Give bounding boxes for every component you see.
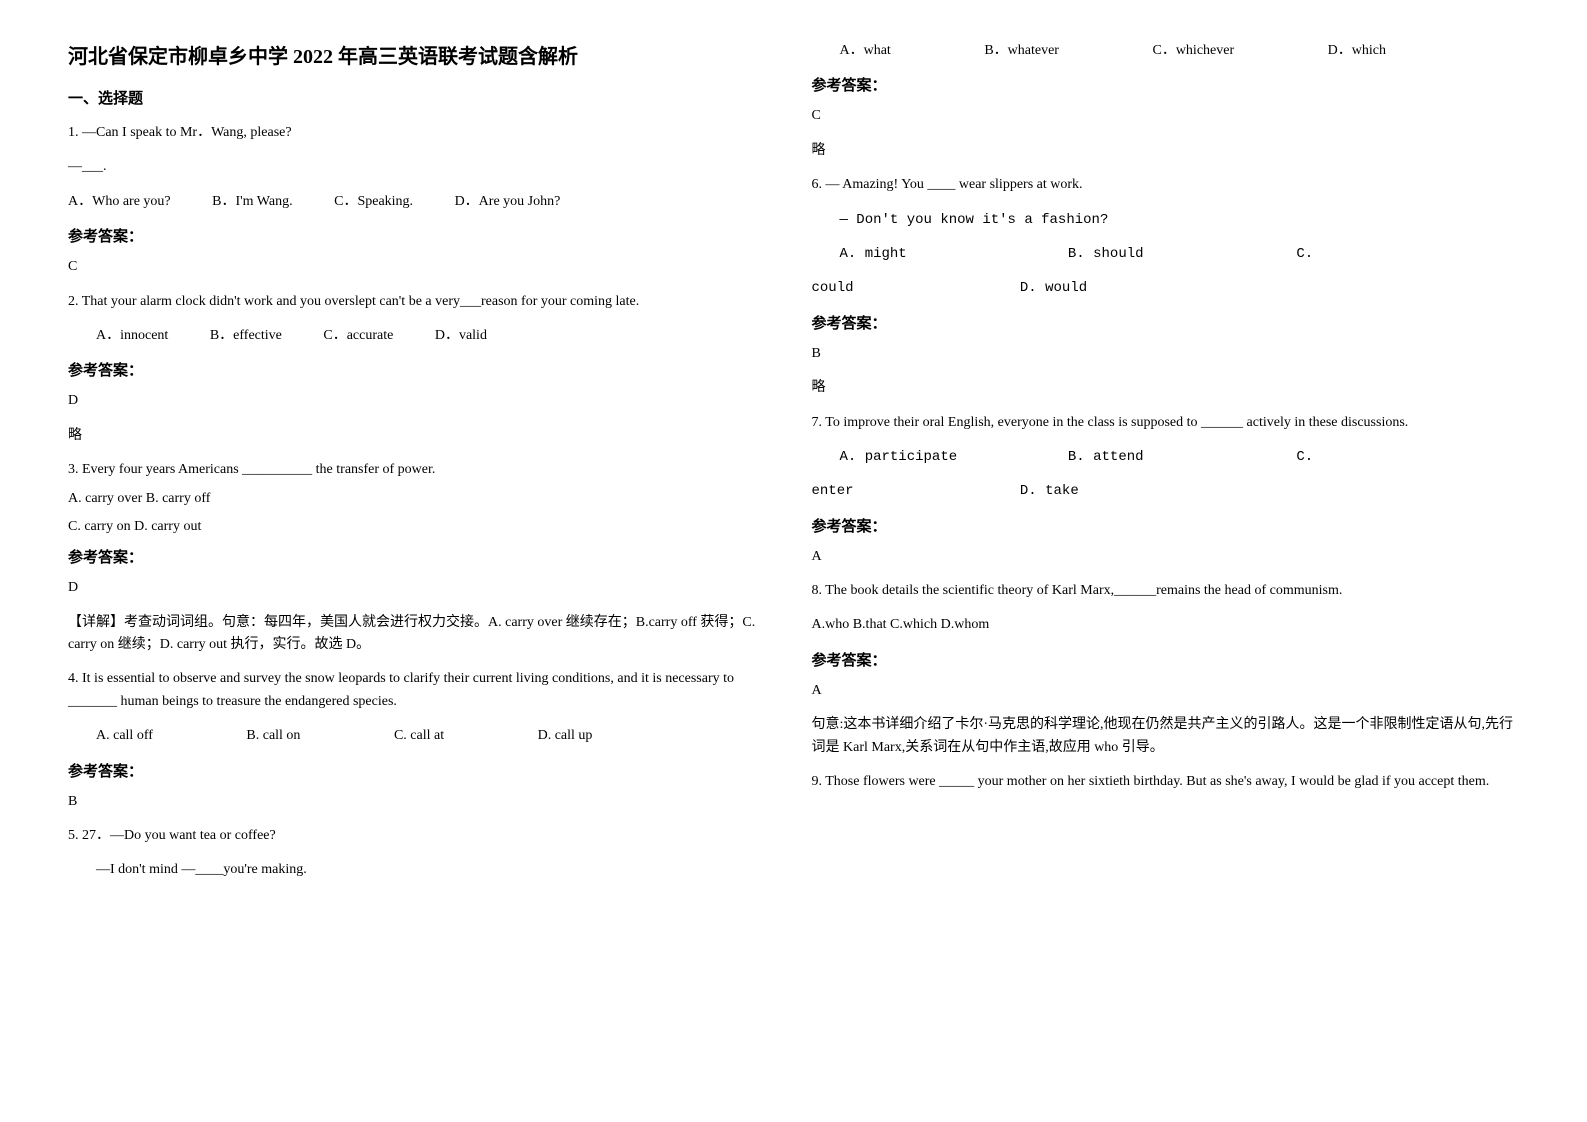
- q1-opt-a: A．Who are you?: [68, 191, 171, 213]
- q2-opt-d: D．valid: [435, 325, 487, 347]
- q8-explanation: 句意:这本书详细介绍了卡尔·马克思的科学理论,他现在仍然是共产主义的引路人。这是…: [812, 714, 1520, 759]
- q1-opt-b: B．I'm Wang.: [212, 191, 292, 213]
- answer-label: 参考答案：: [68, 760, 776, 781]
- q2-omit: 略: [68, 425, 776, 447]
- q4-stem: 4. It is essential to observe and survey…: [68, 668, 776, 713]
- q3-explanation: 【详解】考查动词词组。句意：每四年，美国人就会进行权力交接。A. carry o…: [68, 612, 776, 657]
- answer-label: 参考答案：: [812, 515, 1520, 536]
- q9-stem: 9. Those flowers were _____ your mother …: [812, 771, 1520, 793]
- q6-opt-d: D. would: [1020, 280, 1087, 296]
- q5-omit: 略: [812, 140, 1520, 162]
- q1-stem: 1. —Can I speak to Mr．Wang, please?: [68, 122, 776, 144]
- section-heading: 一、选择题: [68, 87, 776, 108]
- q2-options: A．innocent B．effective C．accurate D．vali…: [68, 325, 776, 347]
- q7-opt-b: B. attend: [1068, 446, 1288, 468]
- answer-label: 参考答案：: [68, 359, 776, 380]
- q5-options: A．what B．whatever C．whichever D．which: [812, 40, 1520, 62]
- q6-opt-b: B. should: [1068, 243, 1288, 265]
- q6-opt-c: could: [812, 277, 1012, 299]
- q2-opt-b: B．effective: [210, 325, 282, 347]
- q7-options-2: enter D. take: [812, 480, 1520, 502]
- q6-answer: B: [812, 343, 1520, 365]
- q4-opt-b: B. call on: [246, 725, 300, 747]
- q5-opt-b: B．whatever: [984, 40, 1059, 62]
- q6-stem: 6. — Amazing! You ____ wear slippers at …: [812, 174, 1520, 196]
- answer-label: 参考答案：: [812, 74, 1520, 95]
- q6-options: A. might B. should C.: [812, 243, 1520, 265]
- doc-title: 河北省保定市柳卓乡中学 2022 年高三英语联考试题含解析: [68, 40, 776, 69]
- q6-options-2: could D. would: [812, 277, 1520, 299]
- q3-opts-2: C. carry on D. carry out: [68, 516, 776, 538]
- answer-label: 参考答案：: [68, 546, 776, 567]
- q5-cont: —I don't mind —____you're making.: [68, 859, 776, 881]
- q7-opt-c-label: C.: [1296, 449, 1313, 465]
- q6-cont: — Don't you know it's a fashion?: [812, 209, 1520, 231]
- q2-opt-a: A．innocent: [96, 325, 168, 347]
- q5-opt-a: A．what: [840, 40, 891, 62]
- q7-options: A. participate B. attend C.: [812, 446, 1520, 468]
- q4-answer: B: [68, 791, 776, 813]
- q2-opt-c: C．accurate: [323, 325, 393, 347]
- q7-answer: A: [812, 546, 1520, 568]
- answer-label: 参考答案：: [812, 649, 1520, 670]
- q1-answer: C: [68, 256, 776, 278]
- q3-stem: 3. Every four years Americans __________…: [68, 459, 776, 481]
- q7-opt-d: D. take: [1020, 483, 1079, 499]
- q4-opt-d: D. call up: [538, 725, 593, 747]
- q7-stem: 7. To improve their oral English, everyo…: [812, 412, 1520, 434]
- q1-opt-c: C．Speaking.: [334, 191, 413, 213]
- q2-stem: 2. That your alarm clock didn't work and…: [68, 291, 776, 313]
- q6-omit: 略: [812, 377, 1520, 399]
- q5-opt-c: C．whichever: [1152, 40, 1234, 62]
- q5-answer: C: [812, 105, 1520, 127]
- q7-opt-c: enter: [812, 480, 1012, 502]
- q6-opt-c-label: C.: [1296, 246, 1313, 262]
- q4-opt-c: C. call at: [394, 725, 444, 747]
- q3-answer: D: [68, 577, 776, 599]
- q4-opt-a: A. call off: [96, 725, 153, 747]
- q6-opt-a: A. might: [840, 243, 1060, 265]
- q4-options: A. call off B. call on C. call at D. cal…: [68, 725, 776, 747]
- q7-opt-a: A. participate: [840, 446, 1060, 468]
- answer-label: 参考答案：: [68, 225, 776, 246]
- left-column: 河北省保定市柳卓乡中学 2022 年高三英语联考试题含解析 一、选择题 1. —…: [50, 40, 794, 1082]
- answer-label: 参考答案：: [812, 312, 1520, 333]
- q1-opt-d: D．Are you John?: [455, 191, 561, 213]
- q5-stem: 5. 27．—Do you want tea or coffee?: [68, 825, 776, 847]
- q5-opt-d: D．which: [1328, 40, 1386, 62]
- right-column: A．what B．whatever C．whichever D．which 参考…: [794, 40, 1538, 1082]
- q8-stem: 8. The book details the scientific theor…: [812, 580, 1520, 602]
- q8-options: A.who B.that C.which D.whom: [812, 614, 1520, 636]
- q1-options: A．Who are you? B．I'm Wang. C．Speaking. D…: [68, 191, 776, 213]
- q8-answer: A: [812, 680, 1520, 702]
- q1-cont: —___.: [68, 156, 776, 178]
- q2-answer: D: [68, 390, 776, 412]
- q3-opts-1: A. carry over B. carry off: [68, 488, 776, 510]
